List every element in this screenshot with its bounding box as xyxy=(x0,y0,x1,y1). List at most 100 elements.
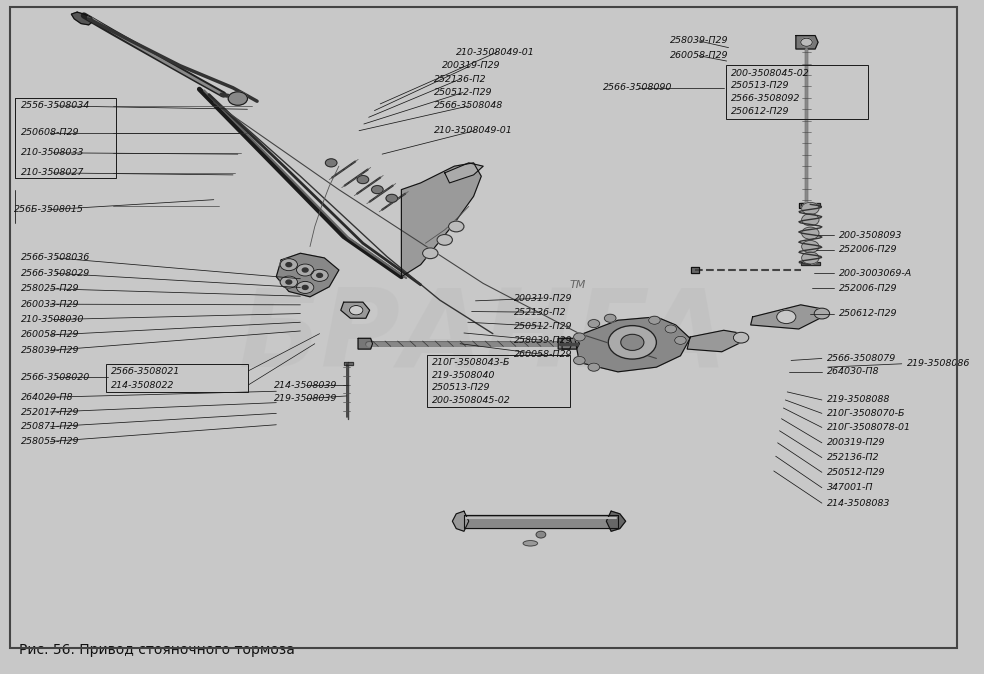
Circle shape xyxy=(280,259,297,271)
Circle shape xyxy=(588,319,599,328)
Polygon shape xyxy=(562,338,580,349)
Text: 250612-П29: 250612-П29 xyxy=(731,106,790,116)
Text: 252006-П29: 252006-П29 xyxy=(839,245,897,254)
Circle shape xyxy=(802,252,819,264)
Text: 2566-3508092: 2566-3508092 xyxy=(731,94,801,103)
Polygon shape xyxy=(453,511,468,531)
Polygon shape xyxy=(358,338,373,349)
Text: 256б-3508036: 256б-3508036 xyxy=(22,253,91,262)
Polygon shape xyxy=(799,203,814,208)
Circle shape xyxy=(574,333,585,341)
Circle shape xyxy=(228,92,247,105)
Text: Рис. 56. Привод стояночного тормоза: Рис. 56. Привод стояночного тормоза xyxy=(20,643,295,657)
Circle shape xyxy=(449,221,463,232)
Text: 250512-П29: 250512-П29 xyxy=(434,88,493,97)
Polygon shape xyxy=(277,253,338,297)
Circle shape xyxy=(648,316,660,324)
Text: 210-3508049-01: 210-3508049-01 xyxy=(457,48,535,57)
Text: 219-3508086: 219-3508086 xyxy=(906,359,970,368)
Text: 252136-П2: 252136-П2 xyxy=(514,308,567,317)
Circle shape xyxy=(302,268,308,272)
Ellipse shape xyxy=(523,541,537,546)
Circle shape xyxy=(372,185,383,193)
Polygon shape xyxy=(751,305,822,329)
Text: 256б-3508079: 256б-3508079 xyxy=(827,354,896,363)
Polygon shape xyxy=(463,514,618,528)
Circle shape xyxy=(776,310,796,324)
Text: 200319-П29: 200319-П29 xyxy=(827,438,886,448)
Text: 250608-П29: 250608-П29 xyxy=(22,128,80,137)
Circle shape xyxy=(357,175,369,183)
Polygon shape xyxy=(801,203,820,206)
Text: 256Б-3508015: 256Б-3508015 xyxy=(14,205,84,214)
Text: 200-3508093: 200-3508093 xyxy=(839,231,902,240)
Bar xyxy=(427,355,570,407)
Bar xyxy=(15,98,116,178)
Text: 250512-П29: 250512-П29 xyxy=(514,321,573,331)
Text: 258039-П29: 258039-П29 xyxy=(514,336,573,345)
Circle shape xyxy=(588,363,599,371)
Circle shape xyxy=(665,325,677,333)
Text: 260058-П29: 260058-П29 xyxy=(22,330,80,340)
Text: 200319-П29: 200319-П29 xyxy=(442,61,500,70)
Text: БРАНГА: БРАНГА xyxy=(238,284,728,390)
Text: 260033-П29: 260033-П29 xyxy=(22,300,80,309)
Text: 214-3508039: 214-3508039 xyxy=(275,381,338,390)
Text: 210-3508027: 210-3508027 xyxy=(22,168,85,177)
Polygon shape xyxy=(72,12,93,25)
Polygon shape xyxy=(801,262,820,265)
Polygon shape xyxy=(691,267,699,274)
Polygon shape xyxy=(558,338,572,349)
Text: 264030-П8: 264030-П8 xyxy=(827,367,879,376)
Text: 256б-3508029: 256б-3508029 xyxy=(22,269,91,278)
Circle shape xyxy=(802,241,819,253)
Circle shape xyxy=(280,276,297,288)
Text: 210Г-3508078-01: 210Г-3508078-01 xyxy=(827,423,911,432)
Polygon shape xyxy=(401,163,481,277)
Text: 258039-П29: 258039-П29 xyxy=(22,346,80,355)
Text: 210-3508033: 210-3508033 xyxy=(22,148,85,157)
Circle shape xyxy=(608,326,656,359)
Circle shape xyxy=(386,194,398,202)
Text: 219-3508088: 219-3508088 xyxy=(827,396,891,404)
Text: 255б-3508034: 255б-3508034 xyxy=(22,101,91,111)
Circle shape xyxy=(317,274,323,278)
Text: 250512-П29: 250512-П29 xyxy=(827,468,886,477)
Text: 210-3508049-01: 210-3508049-01 xyxy=(434,126,513,135)
Polygon shape xyxy=(340,302,370,318)
Text: 210-3508030: 210-3508030 xyxy=(22,315,85,324)
Text: 256б-3508048: 256б-3508048 xyxy=(434,101,504,111)
Circle shape xyxy=(604,314,616,322)
Circle shape xyxy=(574,357,585,365)
Bar xyxy=(725,65,868,119)
Bar xyxy=(106,364,248,392)
Text: 200-3508045-02: 200-3508045-02 xyxy=(432,396,511,405)
Circle shape xyxy=(802,214,819,226)
Text: 258039-П29: 258039-П29 xyxy=(670,36,728,45)
Circle shape xyxy=(536,531,546,538)
Circle shape xyxy=(814,308,830,319)
Polygon shape xyxy=(796,36,818,49)
Circle shape xyxy=(802,227,819,239)
Text: 264020-П8: 264020-П8 xyxy=(22,393,74,402)
Circle shape xyxy=(802,202,819,214)
Text: 210Г-3508070-Б: 210Г-3508070-Б xyxy=(827,409,905,418)
Text: 258025-П29: 258025-П29 xyxy=(22,284,80,293)
Circle shape xyxy=(326,159,337,167)
Circle shape xyxy=(675,336,686,344)
Circle shape xyxy=(621,334,644,350)
Text: TM: TM xyxy=(570,280,585,290)
Text: 252017-П29: 252017-П29 xyxy=(22,408,80,417)
Text: 250871-П29: 250871-П29 xyxy=(22,422,80,431)
Circle shape xyxy=(296,264,314,276)
Text: 2566-3508090: 2566-3508090 xyxy=(603,84,673,92)
Text: 200319-П29: 200319-П29 xyxy=(514,294,573,303)
Circle shape xyxy=(733,332,749,343)
Text: 250513-П29: 250513-П29 xyxy=(731,82,790,90)
Text: 260058-П29: 260058-П29 xyxy=(670,51,728,60)
Text: 200-3003069-А: 200-3003069-А xyxy=(839,269,912,278)
Text: 214-3508083: 214-3508083 xyxy=(827,499,891,508)
Text: 252006-П29: 252006-П29 xyxy=(839,284,897,293)
Circle shape xyxy=(422,248,438,259)
Text: 250513-П29: 250513-П29 xyxy=(432,384,491,392)
